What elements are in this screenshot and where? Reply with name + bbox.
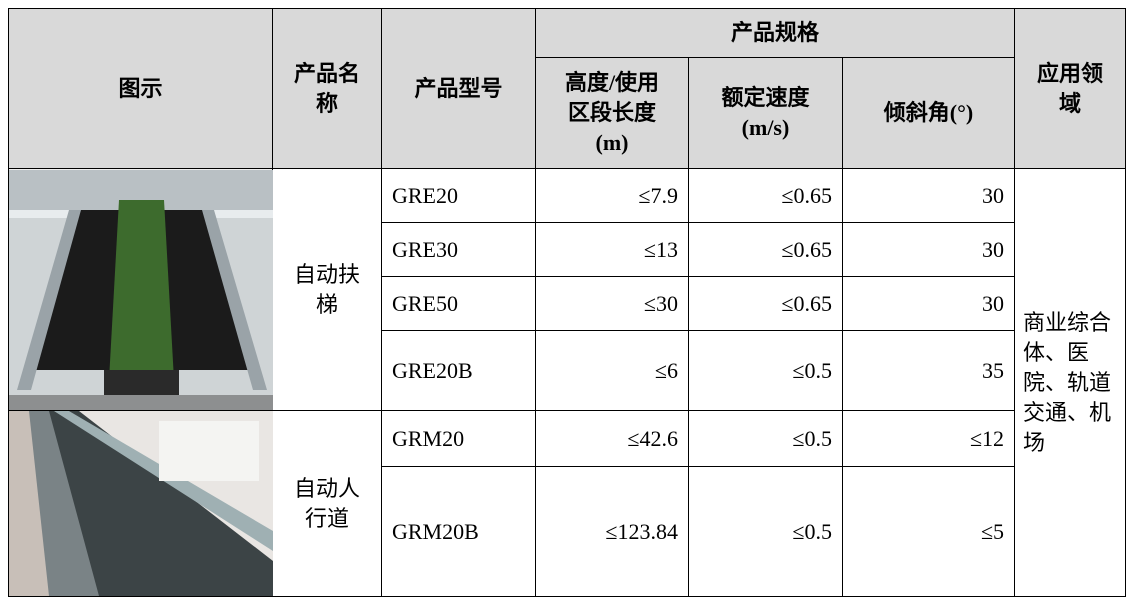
image-cell <box>9 411 273 597</box>
speed-value: ≤0.65 <box>689 223 843 277</box>
angle-value: 30 <box>843 223 1015 277</box>
height-value: ≤6 <box>536 331 689 411</box>
spec-table: 图示 产品名称 产品型号 产品规格 应用领域 高度/使用区段长度(m) 额定速度… <box>8 8 1126 597</box>
header-spec: 产品规格 <box>536 9 1015 58</box>
speed-value: ≤0.5 <box>689 467 843 597</box>
speed-value: ≤0.65 <box>689 169 843 223</box>
header-application: 应用领域 <box>1015 9 1126 169</box>
product-model: GRE30 <box>382 223 536 277</box>
speed-value: ≤0.5 <box>689 331 843 411</box>
image-cell <box>9 169 273 411</box>
header-model: 产品型号 <box>382 9 536 169</box>
height-value: ≤13 <box>536 223 689 277</box>
header-angle: 倾斜角(°) <box>843 58 1015 169</box>
header-image: 图示 <box>9 9 273 169</box>
escalator-photo <box>9 170 273 410</box>
header-name: 产品名称 <box>273 9 382 169</box>
product-model: GRE20B <box>382 331 536 411</box>
angle-value: 35 <box>843 331 1015 411</box>
angle-value: ≤12 <box>843 411 1015 467</box>
product-name: 自动人行道 <box>273 411 382 597</box>
product-name: 自动扶梯 <box>273 169 382 411</box>
header-height: 高度/使用区段长度(m) <box>536 58 689 169</box>
height-value: ≤42.6 <box>536 411 689 467</box>
product-model: GRE50 <box>382 277 536 331</box>
product-model: GRM20B <box>382 467 536 597</box>
angle-value: 30 <box>843 169 1015 223</box>
product-model: GRE20 <box>382 169 536 223</box>
height-value: ≤7.9 <box>536 169 689 223</box>
speed-value: ≤0.5 <box>689 411 843 467</box>
product-model: GRM20 <box>382 411 536 467</box>
walkway-photo <box>9 411 273 596</box>
height-value: ≤123.84 <box>536 467 689 597</box>
application: 商业综合体、医院、轨道交通、机场 <box>1015 169 1126 597</box>
page: {"table": { "header": {"image": "图示", "n… <box>0 0 1132 598</box>
header-speed: 额定速度(m/s) <box>689 58 843 169</box>
angle-value: ≤5 <box>843 467 1015 597</box>
speed-value: ≤0.65 <box>689 277 843 331</box>
height-value: ≤30 <box>536 277 689 331</box>
angle-value: 30 <box>843 277 1015 331</box>
